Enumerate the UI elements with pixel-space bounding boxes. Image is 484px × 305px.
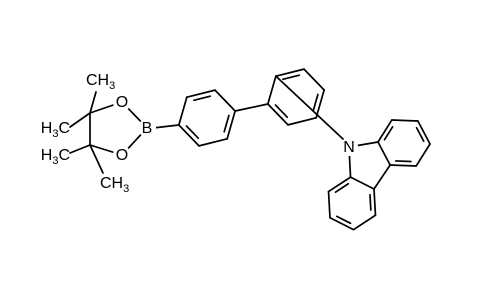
bond [193,95,212,102]
bond [287,117,317,126]
atom-label: O [116,94,128,111]
bond [352,214,377,231]
bond [335,215,352,225]
bond [312,93,319,112]
methyl-subscript: 3 [52,128,58,140]
bond [234,103,269,112]
methyl-tail: C [58,120,70,137]
bond [329,216,355,231]
bond [391,119,419,122]
bond [267,103,289,126]
methyl-label: CH3 [86,72,115,92]
methyl-label: CH3 [100,175,129,195]
bond [89,91,97,114]
bond [373,188,377,217]
atom-label: B [142,120,153,137]
bond [373,164,391,190]
bond [334,182,350,194]
bond [303,68,325,91]
bond [415,143,431,167]
bond [69,112,91,128]
methyl-main: H [41,120,53,137]
bond [69,144,91,154]
atom-background [138,119,156,137]
methyl-main: H [41,147,53,164]
bond [369,193,372,211]
methyl-main: CH [100,175,123,192]
bond [185,125,200,140]
bond [89,144,104,174]
methyl-tail: C [58,147,70,164]
bond [327,176,352,193]
bond [274,104,289,119]
bond [152,124,180,129]
bond [389,164,417,167]
bond [267,75,277,105]
bond [383,126,394,141]
bond [315,89,325,119]
methyl-subscript: 3 [123,183,129,195]
bond [178,124,200,147]
bond [226,110,236,140]
bond [377,119,393,143]
atom-background [113,93,131,111]
methyl-subscript: 3 [52,155,58,167]
bond [282,74,301,81]
bond [327,190,331,219]
methyl-subscript: 3 [109,80,115,92]
methyl-main: CH [86,72,109,89]
bond [415,126,425,143]
bond [186,89,216,98]
methyl-label: H3C [41,120,70,140]
bond [349,176,375,190]
bond [214,89,236,112]
bond [275,68,305,77]
atom-background [113,146,131,164]
atom-label: O [116,147,128,164]
atom-background [340,138,358,156]
bond [377,141,391,166]
bond [223,114,230,133]
bond [394,160,412,163]
methyl-label: H3C [41,147,70,167]
atom-label: N [343,139,355,156]
bond [275,75,344,140]
bond [417,120,431,145]
bond [198,138,228,147]
bond [178,96,188,126]
